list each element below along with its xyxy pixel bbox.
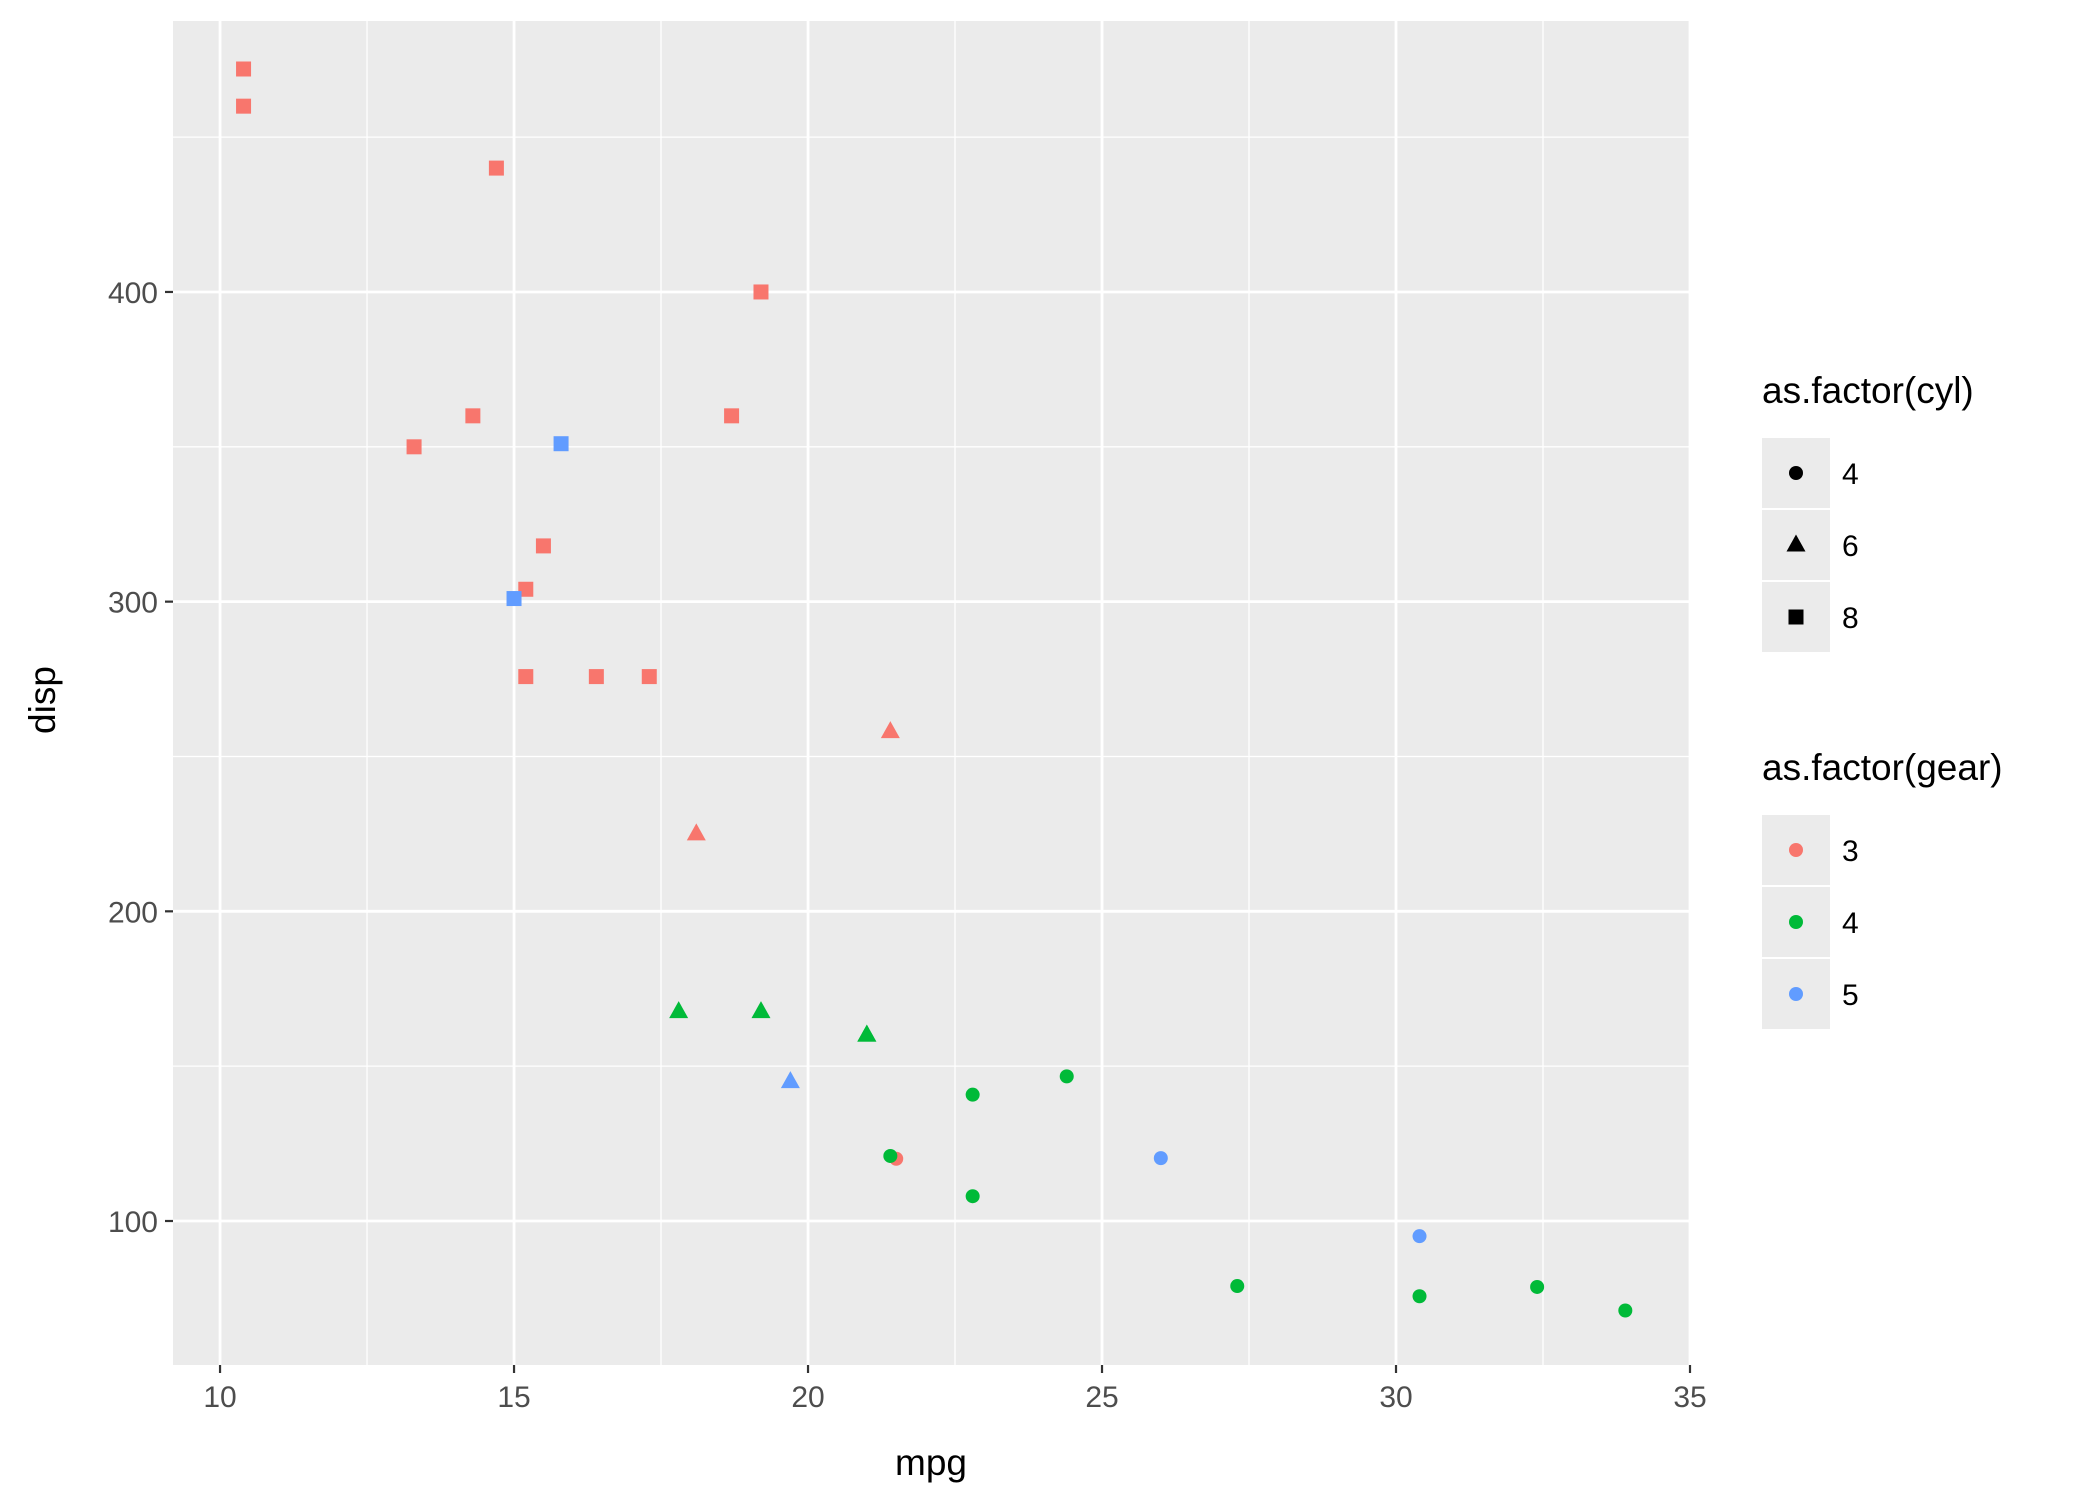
x-tick-label: 35 [1673,1381,1706,1414]
x-tick-label: 25 [1085,1381,1118,1414]
y-axis-title: disp [22,666,63,734]
data-point [753,284,769,300]
data-point [751,1001,771,1019]
data-point [465,408,481,424]
plot-panel [173,21,1690,1365]
data-point [724,408,740,424]
legend-gear-key-color-icon [1789,843,1803,857]
y-tick-label: 300 [108,587,158,620]
x-tick-label: 20 [791,1381,824,1414]
major-gridlines [173,21,1692,1365]
x-tick-label: 30 [1379,1381,1412,1414]
data-point [406,439,422,455]
x-axis-title: mpg [895,1442,967,1483]
legend-gear-key-color-icon [1789,987,1803,1001]
data-point [1230,1279,1245,1294]
y-tick-label: 100 [108,1206,158,1239]
data-point [506,591,522,607]
data-point [883,1148,898,1163]
legend-cyl-label: 4 [1842,458,1859,491]
x-tick-label: 15 [497,1381,530,1414]
legend-gear-title: as.factor(gear) [1762,747,2003,788]
data-point [965,1189,980,1204]
legend-cyl-key-circle-icon [1789,466,1803,480]
data-points [236,61,1633,1318]
minor-gridlines [173,21,1690,1365]
data-point [880,721,900,739]
data-point [1412,1229,1427,1244]
legend-gear-label: 4 [1842,907,1859,940]
y-tick-label: 200 [108,896,158,929]
data-point [857,1024,877,1042]
data-point [965,1087,980,1102]
data-point [641,669,657,685]
data-point [236,61,252,77]
data-point [1618,1303,1633,1318]
data-point [553,436,569,452]
legend-cyl-title: as.factor(cyl) [1762,370,1974,411]
legend-cyl: as.factor(cyl) 4 6 8 [1762,370,1974,652]
legend-gear-key-color-icon [1789,915,1803,929]
data-point [518,581,534,597]
data-point [1153,1151,1168,1166]
data-point [588,669,604,685]
legend-gear-label: 3 [1842,835,1859,868]
data-point [1412,1289,1427,1304]
data-point [686,823,706,841]
x-axis: 10 15 20 25 30 35 [203,1365,1707,1414]
legend-cyl-label: 8 [1842,602,1859,635]
data-point [1530,1279,1545,1294]
data-point [780,1071,800,1089]
data-point [535,538,551,554]
data-point [518,669,534,685]
legend-cyl-key-triangle-icon [1786,534,1806,552]
legend-gear-label: 5 [1842,979,1859,1012]
legend: as.factor(cyl) 4 6 8 as.factor(gear) 3 4 5 [1762,370,2003,1029]
y-axis: 100 200 300 400 [108,277,173,1239]
y-tick-label: 400 [108,277,158,310]
data-point [236,98,252,114]
data-point [669,1001,689,1019]
data-point [488,160,504,176]
legend-gear: as.factor(gear) 3 4 5 [1762,747,2003,1029]
data-point [1059,1069,1074,1084]
legend-cyl-label: 6 [1842,530,1859,563]
x-tick-label: 10 [203,1381,236,1414]
legend-cyl-key-square-icon [1788,609,1804,625]
